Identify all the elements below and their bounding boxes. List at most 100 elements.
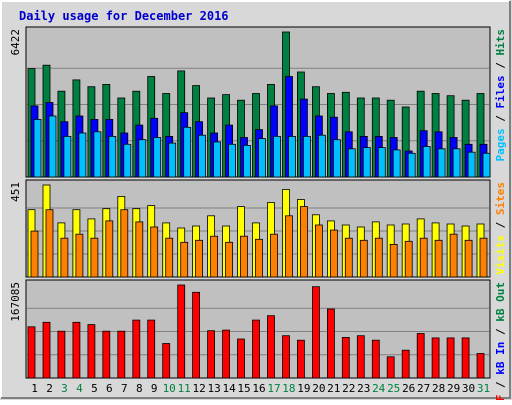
bar-kb-f-day-19 (296, 339, 305, 379)
bar-pages-day-31 (482, 152, 491, 178)
x-tick-label-day-21: 21 (327, 382, 340, 395)
bar-kb-f-day-21 (326, 308, 335, 379)
panel-hits-legend-item: Pages (494, 128, 507, 161)
bar-kb-f-day-28 (431, 337, 440, 379)
panel-kbytes-legend-item: kB In (494, 342, 507, 375)
x-tick-label-day-7: 7 (121, 382, 128, 395)
bar-pages-day-15 (243, 144, 251, 178)
x-tick-label-day-25: 25 (387, 382, 400, 395)
bar-kb-f-day-26 (401, 349, 410, 379)
panel-kbytes-legend: kB F / kB In / kB Out (494, 282, 507, 400)
bar-pages-day-27 (422, 146, 431, 178)
x-tick-label-day-20: 20 (312, 382, 325, 395)
panel-hits-legend: Pages / Files / Hits (494, 29, 507, 162)
x-tick-label-day-10: 10 (163, 382, 176, 395)
bar-pages-day-12 (198, 134, 207, 178)
x-tick-label-day-13: 13 (207, 382, 220, 395)
bar-sites-day-18 (285, 215, 293, 278)
bar-pages-day-13 (213, 141, 222, 178)
bar-sites-day-25 (389, 243, 398, 278)
bar-sites-day-9 (150, 226, 159, 278)
bar-sites-day-2 (45, 209, 54, 278)
bar-kb-f-day-25 (386, 356, 395, 379)
bar-pages-day-16 (258, 138, 266, 178)
bar-sites-day-12 (195, 239, 204, 278)
bar-sites-day-26 (404, 240, 413, 278)
bar-sites-day-30 (464, 239, 473, 278)
x-tick-label-day-3: 3 (61, 382, 68, 395)
bar-sites-day-4 (75, 233, 84, 278)
bevel-dark (1, 1, 511, 399)
panel-visits-legend-item: / (494, 215, 507, 235)
bar-kb-f-day-31 (476, 353, 485, 379)
x-tick-label-day-23: 23 (357, 382, 370, 395)
bar-kb-f-day-17 (267, 315, 275, 379)
x-tick-label-day-24: 24 (372, 382, 386, 395)
bar-sites-day-24 (374, 237, 383, 278)
bar-sites-day-13 (210, 235, 219, 278)
bar-kb-f-day-18 (282, 335, 290, 379)
bar-kb-f-day-29 (446, 337, 455, 379)
bar-kb-f-day-20 (311, 286, 320, 379)
bar-sites-day-8 (135, 221, 144, 278)
bar-sites-day-17 (270, 233, 278, 278)
x-tick-label-day-15: 15 (237, 382, 250, 395)
bar-pages-day-20 (317, 134, 326, 178)
bar-pages-day-2 (48, 115, 57, 178)
panel-hits-legend-item: / (494, 56, 507, 76)
bar-sites-day-1 (30, 230, 39, 278)
x-tick-label-day-28: 28 (432, 382, 445, 395)
bar-kb-f-day-30 (461, 337, 470, 379)
x-axis-day-labels: 1 2 3 4 5 6 7 8 9 10 11 12 13 14 15 16 17 18 19 20 21 22 23 24 2… (31, 382, 490, 395)
bar-kb-f-day-12 (192, 291, 201, 379)
bar-kb-f-day-9 (147, 319, 156, 379)
x-tick-label-day-27: 27 (417, 382, 430, 395)
bar-pages-day-5 (93, 131, 102, 178)
bar-pages-day-10 (168, 142, 177, 178)
bar-pages-day-22 (347, 148, 356, 178)
x-tick-label-day-30: 30 (462, 382, 475, 395)
bar-kb-f-day-10 (162, 343, 171, 379)
x-tick-label-day-5: 5 (91, 382, 98, 395)
panel-kbytes-legend-item: / (494, 375, 507, 395)
bar-kb-f-day-5 (87, 324, 96, 379)
bar-pages-day-9 (153, 137, 162, 178)
x-tick-label-day-6: 6 (106, 382, 113, 395)
x-tick-label-day-22: 22 (342, 382, 355, 395)
bar-pages-day-18 (288, 135, 296, 178)
panel-hits: 6422 Pages / Files / Hits (9, 26, 507, 178)
bar-kb-f-day-16 (252, 319, 260, 379)
x-tick-label-day-1: 1 (31, 382, 38, 395)
panel-kbytes-legend-item: kB Out (494, 282, 507, 322)
x-tick-label-day-17: 17 (267, 382, 280, 395)
bar-sites-day-6 (105, 220, 114, 278)
panel-kbytes: 167085 kB F / kB In / kB Out (9, 279, 507, 405)
panel-visits-legend-item: Sites (494, 182, 507, 215)
x-tick-label-day-2: 2 (46, 382, 53, 395)
chart-title: Daily usage for December 2016 (19, 9, 229, 23)
x-tick-label-day-4: 4 (76, 382, 83, 395)
bar-kb-f-day-4 (72, 321, 81, 379)
bar-kb-f-day-13 (207, 330, 216, 379)
x-tick-label-day-26: 26 (402, 382, 415, 395)
x-tick-label-day-11: 11 (178, 382, 191, 395)
bar-pages-day-23 (362, 147, 371, 178)
bar-sites-day-3 (60, 237, 69, 278)
bar-kb-f-day-8 (132, 319, 141, 379)
panel-visits-ymax-label: 451 (9, 182, 22, 202)
bar-sites-day-27 (419, 237, 428, 278)
bar-kb-f-day-27 (416, 333, 425, 379)
bar-sites-day-19 (299, 206, 308, 278)
bar-pages-day-29 (452, 148, 461, 178)
bar-sites-day-20 (314, 224, 323, 278)
bar-sites-day-11 (180, 241, 189, 278)
bar-pages-day-25 (392, 149, 401, 178)
x-tick-label-day-8: 8 (136, 382, 143, 395)
x-tick-label-day-12: 12 (192, 382, 205, 395)
panel-hits-legend-item: Files (494, 75, 507, 108)
bar-pages-day-11 (183, 126, 192, 178)
bar-kb-f-day-11 (177, 284, 186, 379)
bar-sites-day-14 (225, 241, 234, 278)
x-tick-label-day-29: 29 (447, 382, 460, 395)
